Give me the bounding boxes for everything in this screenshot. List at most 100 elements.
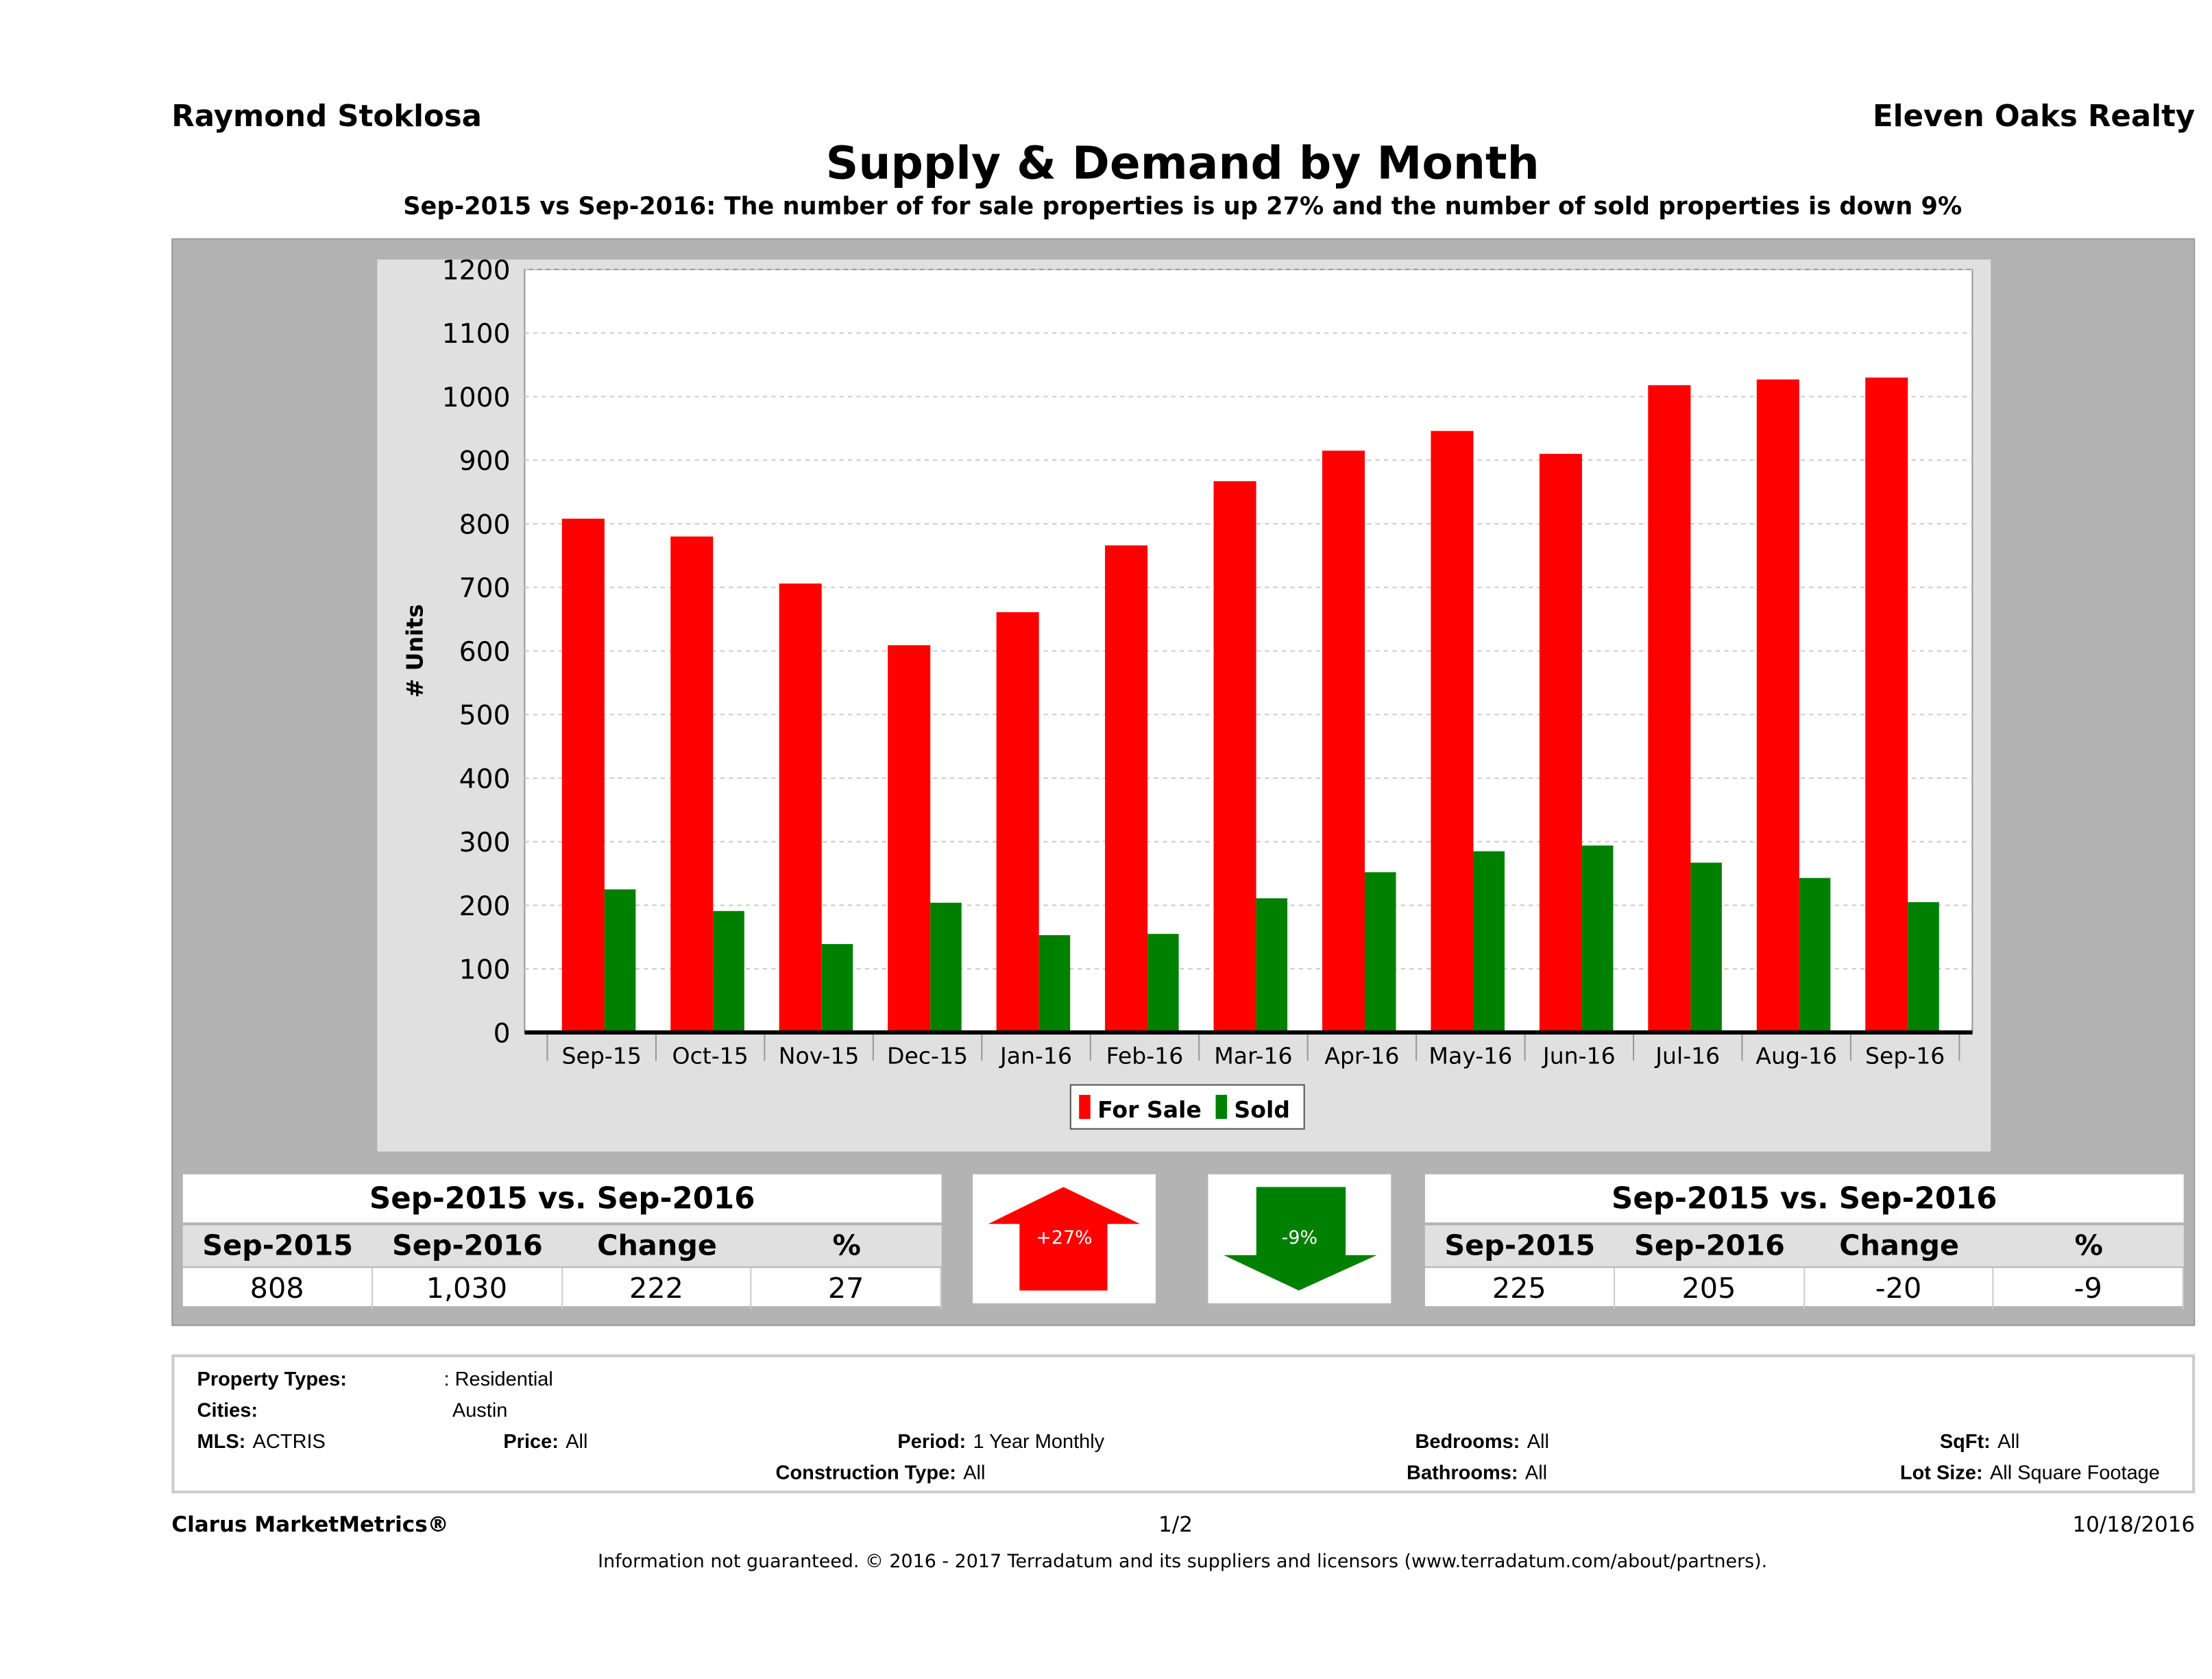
- bar-sold: [821, 944, 853, 1032]
- bar-sold: [604, 889, 636, 1032]
- y-tick-label: 700: [459, 573, 511, 604]
- brokerage-name: Eleven Oaks Realty: [1873, 99, 2196, 134]
- bar-sold: [1256, 898, 1288, 1032]
- table-title: Sep-2015 vs. Sep-2016: [1612, 1181, 1997, 1216]
- lot-size-filter: Lot Size: All Square Footage: [1900, 1461, 2160, 1484]
- legend-box: [1069, 1084, 1305, 1130]
- y-tick-label: 400: [459, 764, 511, 795]
- period-value: 1 Year Monthly: [973, 1429, 1105, 1453]
- bar-for-sale: [1756, 379, 1799, 1032]
- table-title: Sep-2015 vs. Sep-2016: [369, 1181, 755, 1216]
- up-arrow-label: +27%: [1036, 1228, 1093, 1250]
- down-arrow-label: -9%: [1281, 1228, 1318, 1250]
- legend-label: Sold: [1234, 1096, 1290, 1123]
- bar-for-sale: [670, 536, 714, 1032]
- up-arrow-icon: [988, 1187, 1141, 1291]
- bedrooms-value: All: [1527, 1429, 1549, 1453]
- bathrooms-label: Bathrooms:: [1407, 1460, 1518, 1484]
- mls-label: MLS:: [197, 1429, 246, 1453]
- y-tick-label: 1000: [442, 383, 511, 413]
- header-cell: Change: [1839, 1228, 1960, 1263]
- x-tick-label: Sep-16: [1865, 1042, 1945, 1069]
- report-date: 10/18/2016: [2072, 1512, 2196, 1538]
- bar-sold: [1799, 878, 1831, 1032]
- y-tick-label: 800: [459, 509, 511, 540]
- value-cell: 27: [752, 1268, 942, 1309]
- sqft-label: SqFt:: [1939, 1429, 1991, 1453]
- bar-sold: [713, 910, 744, 1032]
- value-cell: 225: [1425, 1268, 1615, 1309]
- y-tick-label: 0: [494, 1018, 511, 1049]
- bar-sold: [1908, 902, 1939, 1032]
- header-cell: Change: [597, 1228, 717, 1263]
- bar-for-sale: [1213, 481, 1256, 1032]
- value-cell: -9: [1994, 1268, 2184, 1309]
- value-cell: 205: [1615, 1268, 1805, 1309]
- x-tick-label: Jun-16: [1542, 1042, 1616, 1069]
- header-cell: Sep-2015: [1444, 1228, 1596, 1263]
- agent-name: Raymond Stoklosa: [171, 99, 483, 134]
- bar-sold: [1690, 862, 1722, 1032]
- header-cell: Sep-2016: [391, 1228, 543, 1263]
- bar-sold: [1581, 845, 1614, 1032]
- price-filter: Price: All: [503, 1429, 587, 1452]
- x-tick-label: May-16: [1429, 1042, 1512, 1069]
- down-arrow-box: -9%: [1208, 1174, 1391, 1304]
- property-types-label: Property Types:: [197, 1367, 347, 1390]
- sold-comparison-table: Sep-2015 vs. Sep-2016 Sep-2015 Sep-2016 Ch…: [1424, 1174, 2184, 1309]
- filter-info-box: Property Types: : Residential Cities: Au…: [171, 1354, 2196, 1494]
- lot-size-value: All Square Footage: [1989, 1460, 2160, 1484]
- for-sale-comparison-table: Sep-2015 vs. Sep-2016 Sep-2015 Sep-2016 Ch…: [182, 1174, 942, 1309]
- footer-brand: Clarus MarketMetrics®: [171, 1512, 449, 1538]
- bar-for-sale: [1105, 545, 1148, 1032]
- header-cell: %: [832, 1228, 861, 1263]
- value-cell: -20: [1804, 1268, 1994, 1309]
- value-cell: 1,030: [373, 1268, 563, 1309]
- construction-value: All: [963, 1460, 986, 1484]
- cities-label: Cities:: [197, 1398, 258, 1421]
- bar-for-sale: [996, 612, 1039, 1032]
- property-types-value: : Residential: [443, 1367, 553, 1390]
- x-tick-label: Nov-15: [779, 1042, 860, 1069]
- value-cell: 222: [562, 1268, 752, 1309]
- bathrooms-value: All: [1524, 1460, 1548, 1484]
- bar-for-sale: [561, 518, 605, 1032]
- up-arrow-box: +27%: [973, 1174, 1156, 1304]
- x-tick-label: Sep-15: [562, 1042, 642, 1069]
- legend-label: For Sale: [1097, 1096, 1202, 1123]
- bar-for-sale: [1539, 453, 1582, 1032]
- cities-value: Austin: [452, 1398, 508, 1421]
- x-tick-label: Feb-16: [1106, 1042, 1184, 1069]
- bar-for-sale: [1648, 385, 1691, 1032]
- page-title: Supply & Demand by Month: [825, 136, 1540, 191]
- header-cell: Sep-2016: [1634, 1228, 1785, 1263]
- x-tick-label: Oct-15: [672, 1042, 749, 1069]
- bar-sold: [1473, 851, 1505, 1032]
- x-tick-label: Dec-15: [887, 1042, 968, 1069]
- bar-for-sale: [1322, 450, 1365, 1032]
- y-tick-label: 100: [459, 955, 511, 986]
- header-cell: %: [2074, 1228, 2104, 1263]
- bar-for-sale: [1865, 377, 1908, 1032]
- bar-for-sale: [779, 583, 822, 1032]
- x-tick-label: Aug-16: [1755, 1042, 1837, 1069]
- x-tick-label: Apr-16: [1324, 1042, 1399, 1069]
- period-label: Period:: [897, 1429, 967, 1453]
- price-label: Price:: [503, 1429, 559, 1453]
- construction-filter: Construction Type: All: [776, 1461, 986, 1484]
- mls-value: ACTRIS: [252, 1429, 326, 1453]
- y-tick-label: 600: [459, 637, 511, 668]
- bar-sold: [930, 902, 962, 1032]
- y-tick-label: 1200: [442, 260, 511, 287]
- bedrooms-label: Bedrooms:: [1415, 1429, 1520, 1453]
- period-filter: Period: 1 Year Monthly: [897, 1429, 1104, 1452]
- bathrooms-filter: Bathrooms: All: [1407, 1461, 1547, 1484]
- price-value: All: [566, 1429, 588, 1453]
- bar-sold: [1365, 872, 1396, 1032]
- x-tick-label: Mar-16: [1214, 1042, 1292, 1069]
- y-tick-label: 500: [459, 701, 511, 732]
- y-tick-label: 900: [459, 446, 511, 477]
- sqft-filter: SqFt: All: [1940, 1429, 2020, 1452]
- bedrooms-filter: Bedrooms: All: [1415, 1429, 1548, 1452]
- y-tick-label: 300: [459, 828, 511, 858]
